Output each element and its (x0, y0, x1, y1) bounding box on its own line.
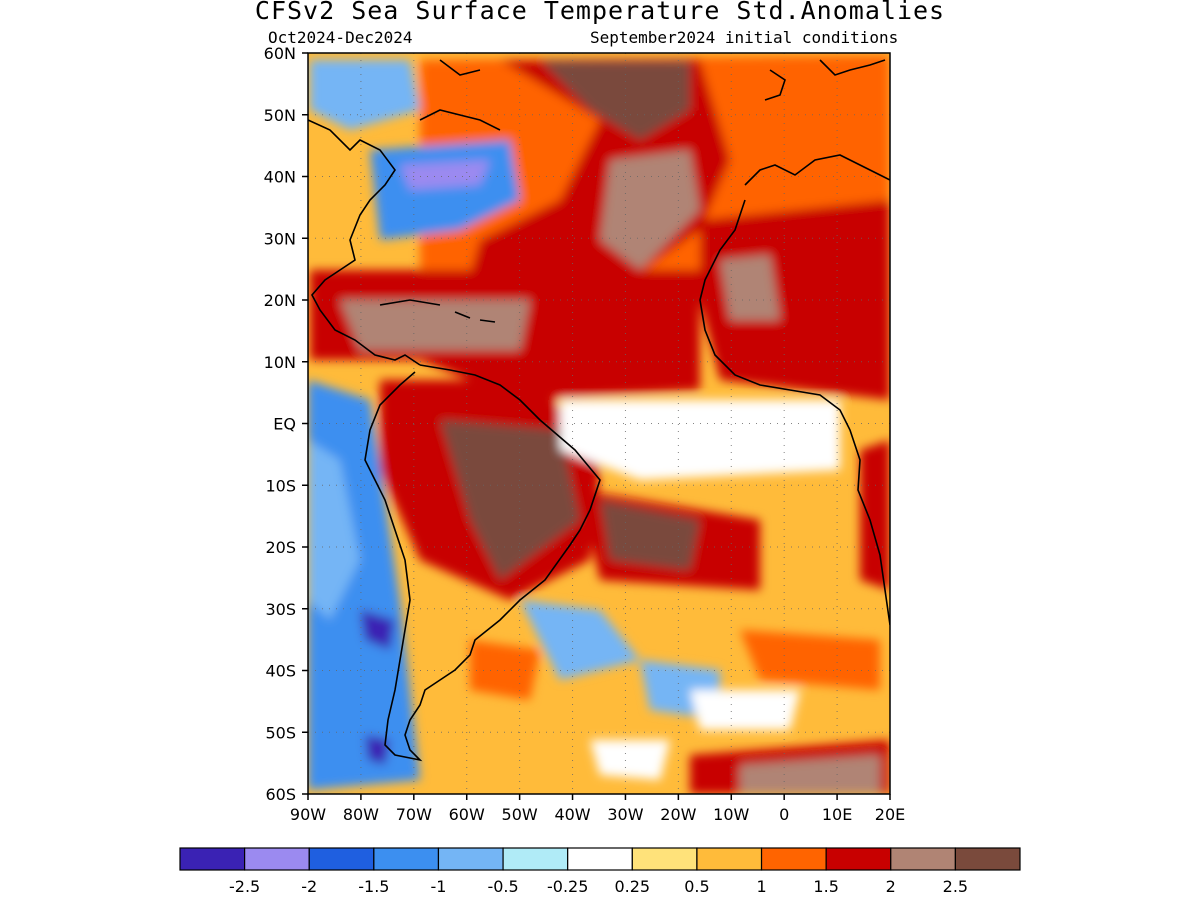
lon-label: 10W (713, 805, 749, 824)
colorbar-swatch (179, 847, 246, 871)
lat-label: 50S (265, 723, 296, 742)
colorbar-swatch (373, 847, 440, 871)
colorbar-label: 2.5 (943, 877, 968, 896)
colorbar-label: -0.5 (487, 877, 518, 896)
coastlines (308, 59, 890, 762)
colorbar-label: -0.25 (547, 877, 588, 896)
colorbar-label: 1.5 (813, 877, 838, 896)
lon-label: 70W (396, 805, 432, 824)
lon-label: 90W (290, 805, 326, 824)
colorbar-swatch (954, 847, 1021, 871)
colorbar-swatch (760, 847, 827, 871)
coast-africa (699, 199, 890, 626)
lon-label: 20W (660, 805, 696, 824)
lon-label: 30W (607, 805, 643, 824)
colorbar-label: -2.5 (229, 877, 260, 896)
colorbar-label: -1 (430, 877, 446, 896)
coast-south-america (364, 364, 601, 762)
lat-label: 10N (264, 353, 296, 372)
colorbar-swatch (825, 847, 892, 871)
region-south-atlantic-warm-patches (470, 630, 880, 700)
lon-label: 20E (875, 805, 905, 824)
region-patagonia-cold-anomaly (360, 610, 395, 765)
region-south-atlantic-cold-patches (520, 600, 720, 720)
longitude-labels: 90W 80W 70W 60W 50W 40W 30W 20W 10W 0 10E 20E (290, 794, 905, 824)
region-northwest-cold (310, 60, 420, 130)
lat-label: 60S (265, 785, 296, 804)
colorbar-swatch (567, 847, 633, 871)
colorbar-swatch (631, 847, 698, 871)
region-gulf-stream-cold-core (400, 160, 490, 190)
region-sahara-land-warm (700, 200, 890, 400)
lat-label: 20S (265, 538, 296, 557)
colorbar-label: -1.5 (358, 877, 389, 896)
colorbar-swatch (244, 847, 310, 871)
latitude-labels: 60N 50N 40N 30N 20N 10N EQ 10S 20S 30S 40S 50S 60S (264, 44, 308, 804)
forecast-period: Oct2024-Dec2024 (268, 28, 413, 47)
region-north-atlantic-extreme (540, 60, 690, 140)
colorbar-swatch (890, 847, 956, 871)
colorbar-swatch (437, 847, 504, 871)
coast-greenland-canada (419, 59, 501, 131)
lon-label: 50W (502, 805, 538, 824)
region-south-america-land-extreme (440, 420, 580, 580)
colorbar-label: -2 (301, 877, 317, 896)
colorbar-label: 2 (886, 877, 896, 896)
coast-north-america (308, 119, 421, 366)
colorbar-swatch (502, 847, 569, 871)
region-sahara-strong (720, 255, 780, 320)
lat-label: 30N (264, 229, 296, 248)
initial-conditions-label: September2024 initial conditions (590, 28, 899, 47)
region-south-atlantic-neutral-patches (590, 690, 800, 780)
region-southern-ocean-extreme (740, 755, 880, 794)
lat-label: 30S (265, 600, 296, 619)
lat-label: 60N (264, 44, 296, 63)
lon-label: 10E (822, 805, 852, 824)
coast-caribbean-islands (379, 299, 496, 323)
chart-title: CFSv2 Sea Surface Temperature Std.Anomal… (254, 0, 946, 25)
colorbar-labels: -2.5 -2 -1.5 -1 -0.5 -0.25 0.25 0.5 1 1.5 2 2.5 (229, 877, 968, 896)
lat-label: 10S (265, 476, 296, 495)
colorbar-label: 1 (756, 877, 766, 896)
colorbar-label: 0.5 (684, 877, 709, 896)
lat-label: 40N (264, 168, 296, 187)
colorbar-swatch (308, 847, 375, 871)
region-chile-coast-mild (308, 440, 360, 620)
colorbar-label: 0.25 (614, 877, 650, 896)
lat-label: 40S (265, 662, 296, 681)
region-benguela-warm (860, 440, 890, 590)
region-equatorial-atlantic-neutral (560, 400, 840, 480)
lon-label: 40W (554, 805, 590, 824)
region-south-atlantic-extreme (600, 500, 700, 570)
lon-label: 80W (343, 805, 379, 824)
colorbar-swatch (696, 847, 763, 871)
lon-label: 0 (779, 805, 789, 824)
lat-label: EQ (273, 415, 296, 434)
lon-label: 60W (449, 805, 485, 824)
lat-label: 50N (264, 106, 296, 125)
colorbar (179, 847, 1021, 871)
anomaly-field (308, 53, 890, 794)
region-caribbean-extreme (340, 300, 530, 350)
lat-label: 20N (264, 291, 296, 310)
coast-europe (744, 59, 890, 186)
